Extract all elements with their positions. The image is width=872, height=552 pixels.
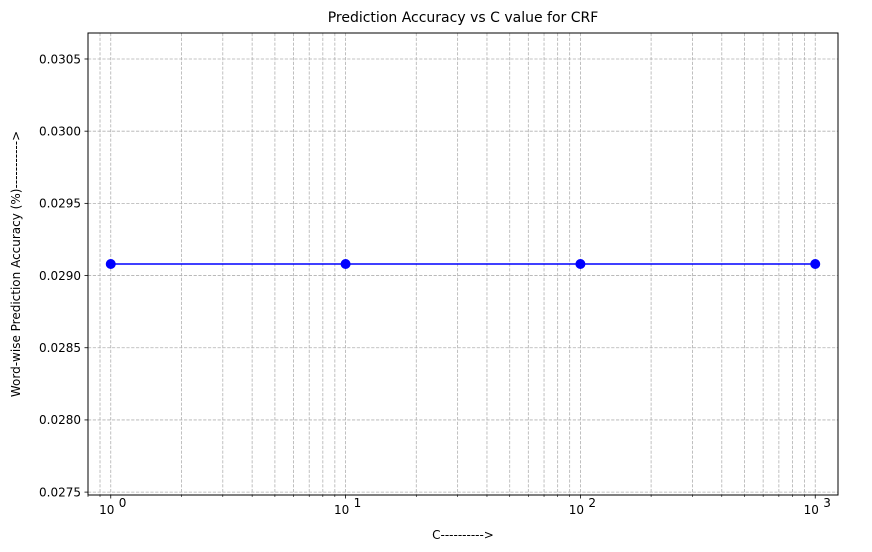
y-tick-label: 0.0285	[39, 341, 81, 355]
x-tick-label-exponent: 2	[588, 496, 596, 510]
y-tick-label: 0.0305	[39, 52, 81, 66]
chart-title: Prediction Accuracy vs C value for CRF	[328, 10, 599, 26]
x-tick-label: 10	[569, 503, 584, 517]
x-tick-label: 10	[334, 503, 349, 517]
y-tick-label: 0.0275	[39, 485, 81, 499]
x-tick-label-exponent: 1	[354, 496, 362, 510]
x-tick-label-exponent: 0	[119, 496, 127, 510]
data-point	[340, 259, 351, 269]
x-axis-title: C---------->	[432, 528, 494, 542]
y-tick-label: 0.0300	[39, 124, 81, 138]
y-axis-title: Word-wise Prediction Accuracy (%)-------…	[9, 131, 23, 397]
x-tick-label-exponent: 3	[823, 496, 831, 510]
data-point	[575, 259, 586, 269]
data-point	[810, 259, 821, 269]
plot-frame	[87, 32, 839, 496]
data-point	[105, 259, 116, 269]
y-tick-label: 0.0295	[39, 197, 81, 211]
x-tick-label: 10	[99, 503, 114, 517]
tick-labels: 0.0275 0.0280 0.0285 0.0290 0.0295 0.0300 0.03…	[39, 52, 831, 517]
x-tick-label: 10	[804, 503, 819, 517]
series-layer	[105, 259, 821, 269]
tick-marks	[84, 58, 816, 499]
y-tick-label: 0.0280	[39, 413, 81, 427]
y-tick-label: 0.0290	[39, 269, 81, 283]
